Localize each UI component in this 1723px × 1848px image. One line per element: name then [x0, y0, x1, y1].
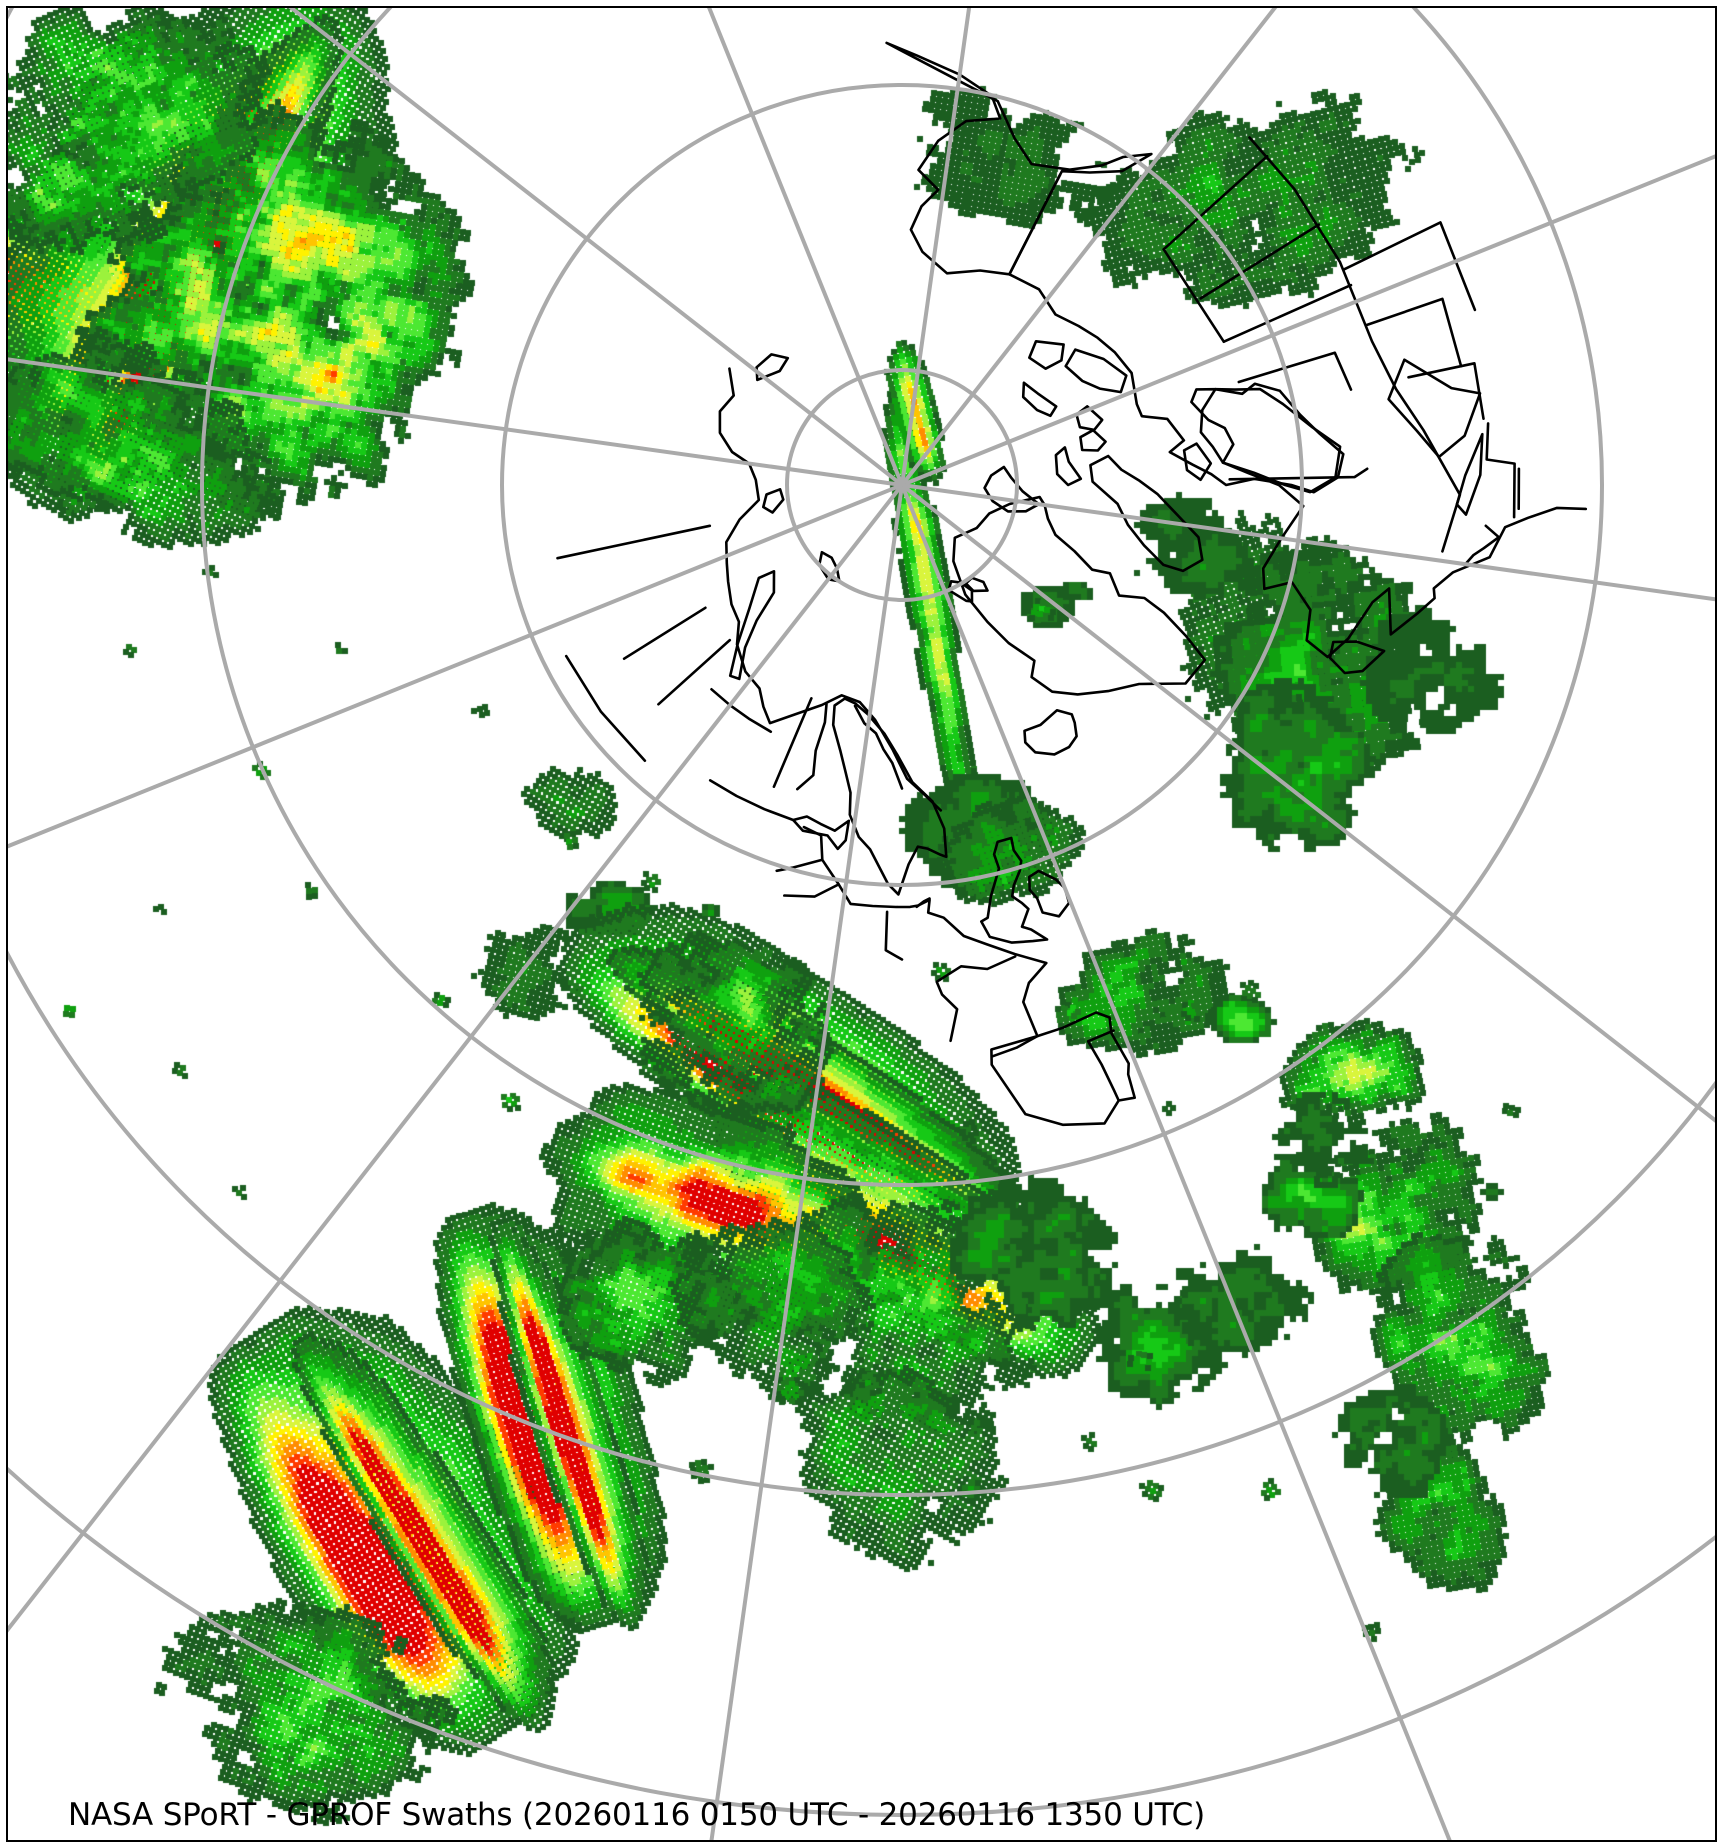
precipitation-swath-layer: [8, 8, 1715, 1840]
map-frame: NASA SPoRT - GPROF Swaths (20260116 0150…: [6, 6, 1717, 1842]
figure-caption: NASA SPoRT - GPROF Swaths (20260116 0150…: [68, 1797, 1205, 1833]
